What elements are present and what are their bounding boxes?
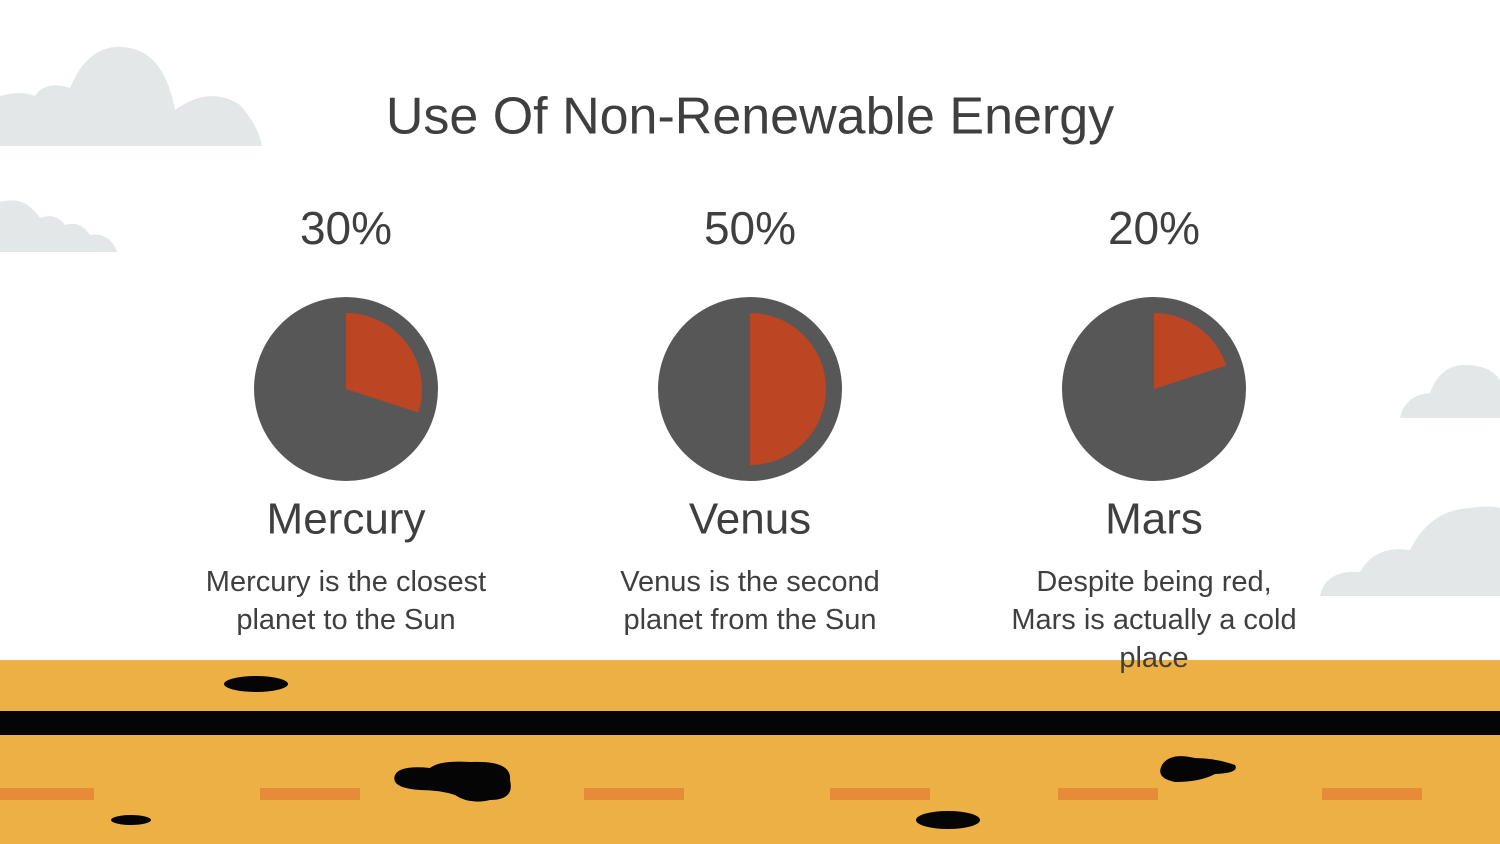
oil-spots bbox=[111, 676, 1236, 829]
pie-slice bbox=[1154, 313, 1227, 389]
planet-description: Mercury is the closest planet to the Sun bbox=[205, 566, 487, 636]
pie-slice bbox=[750, 313, 826, 465]
planet-name: Venus bbox=[689, 495, 811, 544]
value-label: 50% bbox=[704, 202, 796, 254]
planet-name: Mercury bbox=[267, 495, 426, 544]
pie-slice bbox=[346, 313, 423, 413]
value-label: 20% bbox=[1108, 202, 1200, 254]
planet-description: Despite being red, Mars is actually a co… bbox=[1011, 566, 1297, 674]
planet-name: Mars bbox=[1105, 495, 1203, 544]
value-label: 30% bbox=[300, 202, 392, 254]
planet-description: Venus is the second planet from the Sun bbox=[620, 566, 880, 636]
slide-title: Use Of Non-Renewable Energy bbox=[386, 88, 1114, 146]
road-dashes bbox=[0, 788, 1422, 800]
clouds bbox=[0, 46, 1500, 596]
ground bbox=[0, 660, 1500, 844]
road bbox=[0, 711, 1500, 735]
